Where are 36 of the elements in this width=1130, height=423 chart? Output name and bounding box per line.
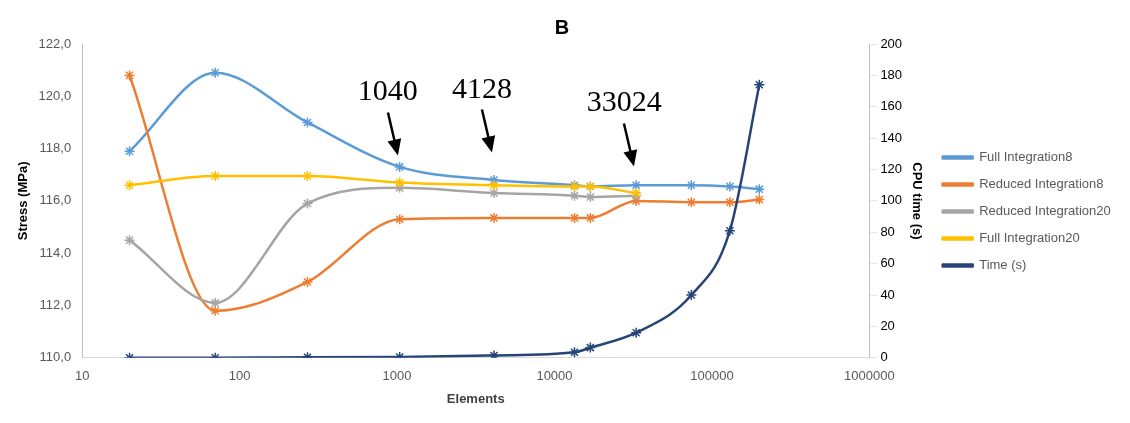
y-tick-label: 116,0 (39, 192, 72, 208)
y2-tick-label: 120 (880, 161, 903, 177)
legend-label: Reduced Integration8 (979, 176, 1104, 192)
x-tick-label: 1000 (382, 368, 412, 384)
annotation: 1040 (357, 73, 418, 107)
x-axis-title: Elements (446, 390, 505, 406)
y2-tick-label: 20 (880, 318, 895, 333)
y-tick-label: 122,0 (38, 35, 72, 51)
x-tick-label: 10 (74, 368, 90, 384)
y-tick-label: 118,0 (39, 140, 72, 156)
y-tick-label: 120,0 (38, 87, 72, 103)
x-tick-label: 1000000 (844, 368, 895, 384)
annotation: 4128 (451, 70, 512, 104)
legend-label: Full Integration20 (979, 230, 1080, 246)
y2-tick-label: 140 (880, 129, 903, 145)
y2-tick-label: 60 (880, 255, 895, 271)
y2-tick-label: 100 (880, 192, 903, 208)
x-tick-label: 100000 (690, 368, 734, 384)
y2-tick-label: 80 (880, 223, 895, 239)
y2-axis-title: CPU time (s) (910, 162, 926, 240)
y2-tick-label: 40 (880, 286, 895, 302)
y-axis-title: Stress (MPa) (15, 161, 31, 241)
y-tick-label: 114,0 (39, 244, 72, 260)
legend-label: Full Integration8 (979, 149, 1073, 165)
x-tick-label: 10000 (536, 368, 573, 384)
chart-title: B (554, 15, 570, 38)
annotation: 33024 (586, 83, 662, 117)
y-tick-label: 110,0 (39, 349, 72, 365)
y2-tick-label: 200 (880, 35, 903, 51)
y2-tick-label: 180 (880, 66, 903, 82)
y2-tick-label: 0 (880, 349, 888, 365)
y-tick-label: 112,0 (39, 297, 72, 313)
y2-tick-label: 160 (880, 98, 903, 114)
legend-label: Time (s) (979, 257, 1027, 273)
legend-label: Reduced Integration20 (979, 203, 1111, 219)
x-tick-label: 100 (228, 368, 251, 384)
